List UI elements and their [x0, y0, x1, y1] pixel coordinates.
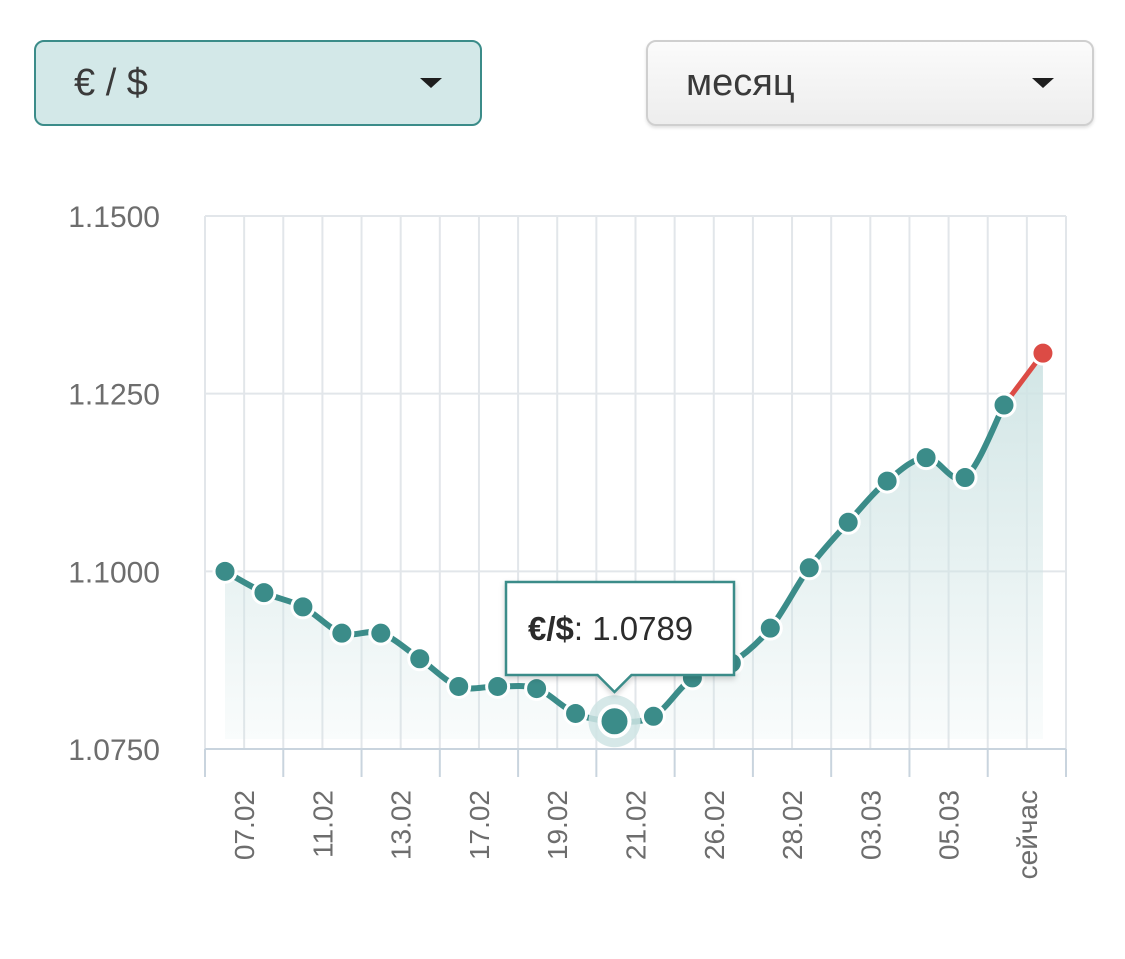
data-point[interactable]	[485, 673, 511, 699]
data-point[interactable]	[368, 620, 394, 646]
period-value: месяц	[686, 61, 795, 104]
data-point[interactable]	[913, 445, 939, 471]
data-point[interactable]	[952, 465, 978, 491]
data-point[interactable]	[874, 468, 900, 494]
x-tick-label: 21.02	[621, 790, 652, 860]
x-tick-label: 19.02	[542, 790, 573, 860]
chevron-down-icon	[420, 78, 442, 88]
x-tick-label: 26.02	[699, 790, 730, 860]
data-point[interactable]	[290, 594, 316, 620]
data-point-latest[interactable]	[1030, 340, 1056, 366]
x-tick-label: 07.02	[229, 790, 260, 860]
data-point[interactable]	[835, 509, 861, 535]
currency-pair-select[interactable]: € / $	[34, 40, 482, 126]
tooltip-text: €/$: 1.0789	[528, 610, 693, 647]
tooltip-value: : 1.0789	[574, 610, 693, 647]
data-point[interactable]	[329, 620, 355, 646]
y-tick-label: 1.0750	[68, 734, 160, 767]
x-tick-label: 13.02	[386, 790, 417, 860]
data-point[interactable]	[991, 392, 1017, 418]
data-point[interactable]	[757, 615, 783, 641]
y-tick-label: 1.1250	[68, 379, 160, 412]
data-point[interactable]	[640, 703, 666, 729]
x-tick-label: 28.02	[777, 790, 808, 860]
tooltip-pair: €/$	[528, 610, 574, 647]
data-point[interactable]	[212, 558, 238, 584]
data-point[interactable]	[251, 580, 277, 606]
data-point[interactable]	[407, 646, 433, 672]
data-point[interactable]	[524, 676, 550, 702]
tooltip-box	[504, 580, 736, 694]
x-tick-label: 11.02	[307, 790, 338, 858]
data-point-highlighted[interactable]	[597, 704, 632, 739]
chart-area-fill	[225, 353, 1043, 739]
y-tick-label: 1.1500	[68, 201, 160, 234]
data-point[interactable]	[563, 700, 589, 726]
y-tick-label: 1.1000	[68, 556, 160, 589]
x-tick-label: 03.03	[855, 790, 886, 860]
data-point[interactable]	[796, 555, 822, 581]
currency-pair-value: € / $	[74, 61, 148, 104]
x-tick-label: сейчас	[1012, 790, 1043, 879]
x-tick-label: 17.02	[464, 790, 495, 860]
period-select[interactable]: месяц	[646, 40, 1094, 126]
data-point[interactable]	[446, 673, 472, 699]
chevron-down-icon	[1032, 78, 1054, 88]
x-tick-label: 05.03	[934, 790, 965, 860]
